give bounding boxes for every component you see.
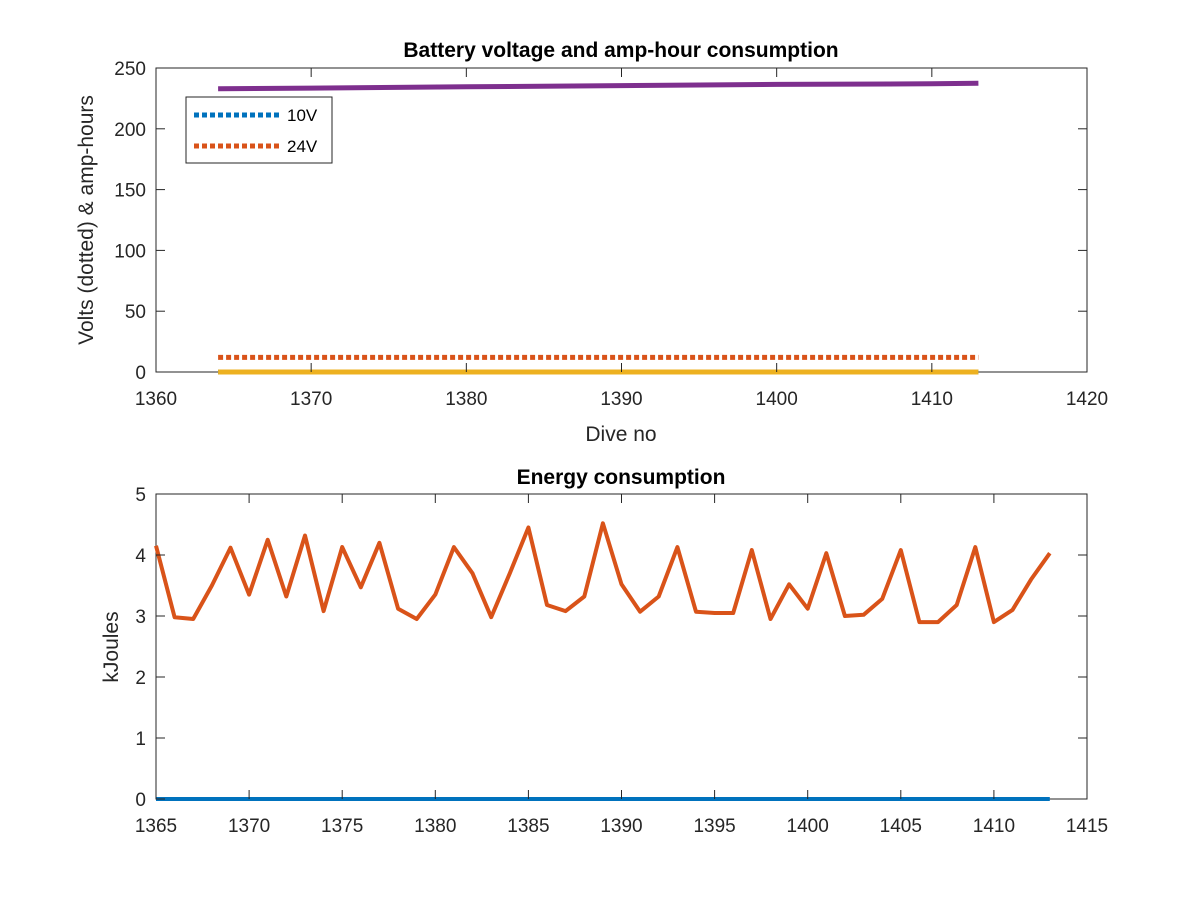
x-tick-label: 1410 (911, 389, 953, 410)
x-tick-label: 1365 (135, 816, 177, 837)
x-tick-label: 1370 (228, 816, 270, 837)
x-tick-label: 1375 (321, 816, 363, 837)
y-tick-label: 4 (135, 546, 146, 567)
y-axis-label: kJoules (100, 611, 123, 682)
y-axis-label: Volts (dotted) & amp-hours (75, 95, 98, 345)
x-tick-label: 1385 (507, 816, 549, 837)
y-tick-label: 3 (135, 607, 146, 628)
y-tick-label: 2 (135, 668, 146, 689)
y-tick-label: 150 (114, 181, 146, 202)
y-tick-label: 0 (135, 363, 146, 384)
x-tick-label: 1370 (290, 389, 332, 410)
chart-title: Battery voltage and amp-hour consumption (403, 39, 838, 62)
legend-label-10v: 10V (287, 106, 318, 125)
x-tick-label: 1420 (1066, 389, 1108, 410)
x-tick-label: 1360 (135, 389, 177, 410)
x-tick-label: 1380 (445, 389, 487, 410)
x-tick-label: 1390 (600, 816, 642, 837)
ticks-group: 1365 1370 1375 1380 1385 1390 1395 1400 1405 1410… (135, 485, 1108, 837)
x-tick-label: 1390 (600, 389, 642, 410)
x-axis-label: Dive no (585, 423, 656, 446)
x-tick-label: 1400 (787, 816, 829, 837)
chart-title: Energy consumption (517, 466, 726, 489)
x-tick-label: 1415 (1066, 816, 1108, 837)
legend-label-24v: 24V (287, 137, 318, 156)
x-tick-label: 1380 (414, 816, 456, 837)
series-group (218, 80, 979, 375)
x-tick-label: 1400 (756, 389, 798, 410)
y-tick-label: 250 (114, 59, 146, 80)
y-tick-label: 200 (114, 120, 146, 141)
legend-box (185, 96, 333, 164)
y-tick-label: 0 (135, 790, 146, 811)
ticks-group: 1360 1370 1380 1390 1400 1410 1420 0 50 100 150 200… (114, 59, 1108, 410)
x-tick-label: 1395 (693, 816, 735, 837)
series-line-1-0 (154, 521, 1052, 625)
series-line-0-3 (218, 80, 979, 92)
legend: 10V 24V (185, 96, 333, 164)
x-tick-label: 1410 (973, 816, 1015, 837)
y-tick-label: 5 (135, 485, 146, 506)
voltage-axes: Battery voltage and amp-hour consumption… (75, 39, 1108, 446)
energy-axes: Energy consumption 1365 1370 1375 1380 1385 1… (100, 466, 1108, 837)
x-tick-label: 1405 (880, 816, 922, 837)
y-tick-label: 50 (125, 302, 146, 323)
y-tick-label: 1 (135, 729, 146, 750)
plot-area-frame (155, 493, 1088, 800)
y-tick-label: 100 (114, 241, 146, 262)
